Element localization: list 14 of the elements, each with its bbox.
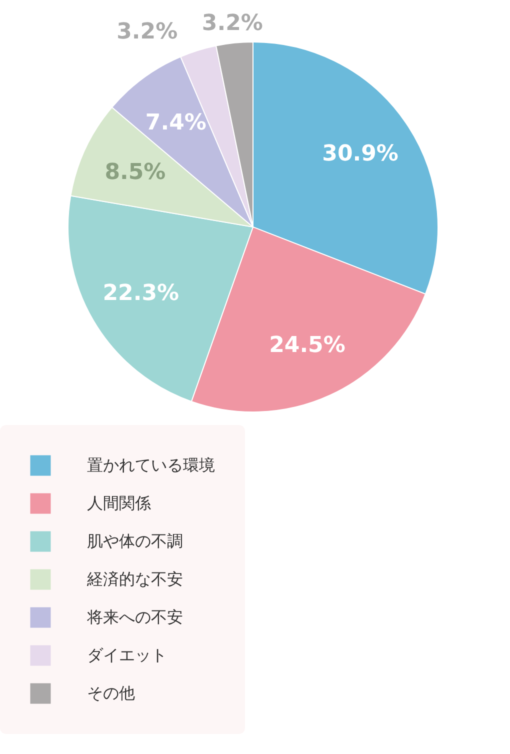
data-label: 24.5%	[269, 333, 346, 358]
data-label: 3.2%	[116, 19, 178, 44]
legend-label: その他	[87, 684, 135, 702]
legend-label: 肌や体の不調	[87, 532, 183, 550]
legend-label: ダイエット	[87, 646, 167, 664]
data-label: 7.4%	[145, 110, 206, 136]
legend-label: 人間関係	[87, 494, 151, 512]
data-label: 3.2%	[202, 11, 263, 36]
legend-label: 置かれている環境	[87, 456, 215, 474]
data-label: 30.9%	[322, 142, 398, 167]
data-label: 22.3%	[102, 280, 180, 306]
data-label: 8.5%	[104, 160, 166, 186]
legend-label: 将来への不安	[86, 608, 183, 626]
legend-label: 経済的な不安	[86, 570, 183, 588]
